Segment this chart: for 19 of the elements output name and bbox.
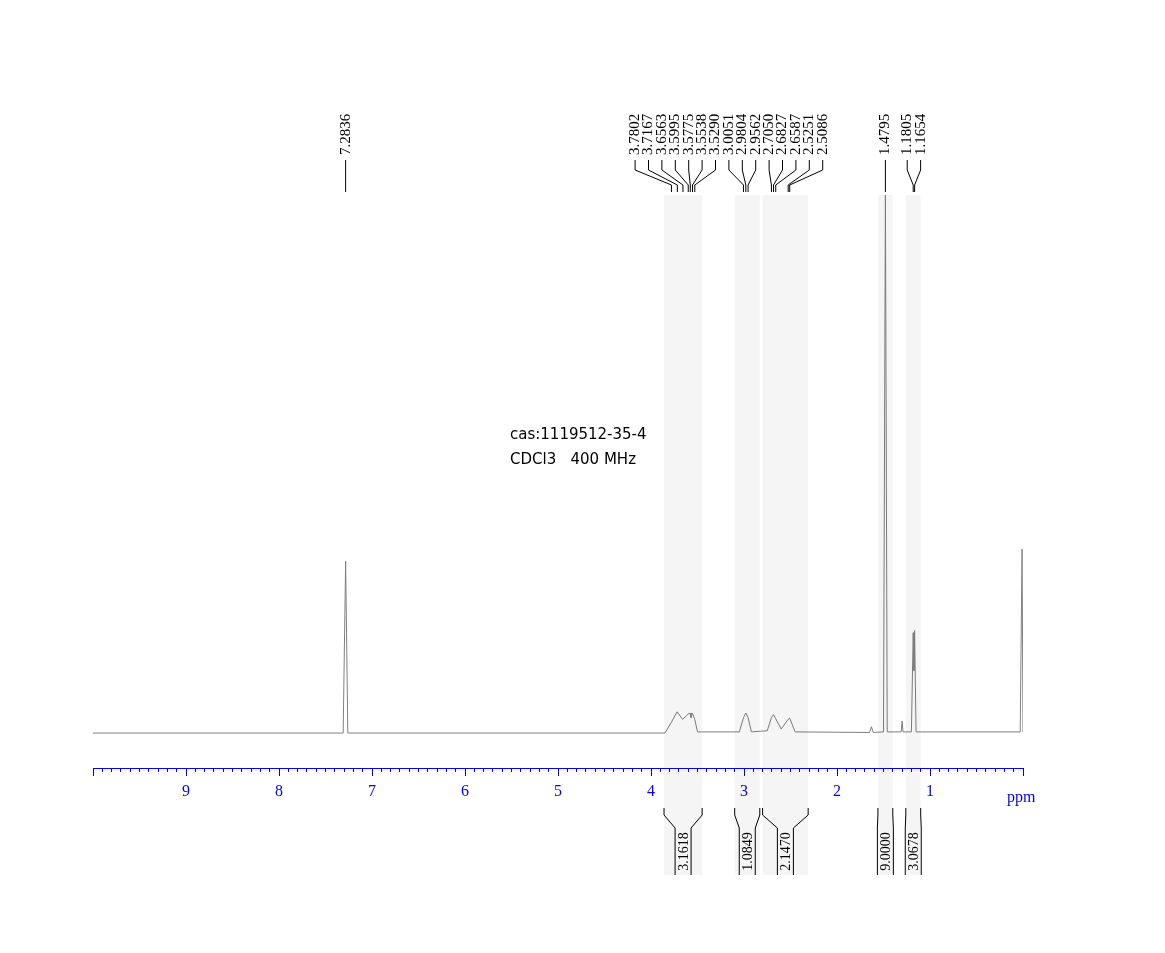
band-label: 1.0849 [739, 832, 755, 871]
band-label: 2.1470 [778, 832, 794, 871]
band-label: 3.1618 [675, 832, 691, 871]
x-tick-label: 5 [554, 781, 562, 799]
x-tick-label: 1 [926, 781, 934, 799]
x-tick-label: 6 [461, 781, 469, 799]
band-label: 3.0678 [905, 832, 921, 871]
x-axis-title: ppm [1007, 788, 1036, 807]
x-tick-label: 3 [740, 781, 748, 799]
x-tick-label: 4 [647, 781, 655, 799]
x-tick-label: 7 [368, 781, 376, 799]
x-tick-label: 2 [833, 781, 841, 799]
x-tick-label: 9 [182, 781, 190, 799]
annotation: 7.2836 [336, 113, 353, 155]
annotation: 1.4795 [876, 113, 893, 155]
x-tick-label: 8 [275, 781, 283, 799]
annotation: CDCl3 400 MHz [510, 449, 637, 468]
annotation: cas:1119512-35-4 [510, 424, 647, 443]
band-label: 9.0000 [878, 832, 894, 871]
